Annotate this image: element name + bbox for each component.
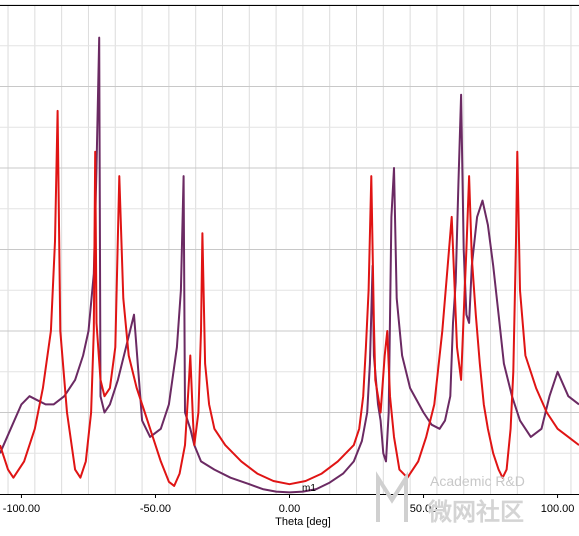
x-tick-label: -100.00 [3,503,40,515]
x-tick-label: 50.00 [410,503,438,515]
marker-label: m1 [302,483,316,494]
x-tick-label: 100.00 [541,503,575,515]
x-axis-label: Theta [deg] [275,516,331,528]
x-tick-label: -50.00 [140,503,171,515]
watermark-logo-icon [376,471,408,522]
series-layer [0,36,579,494]
series-line-2 [0,109,579,487]
watermark: Academic R&D 微网社区 [376,471,525,526]
x-tick-labels: -100.00 -50.00 0.00 50.00 100.00 [3,494,575,515]
x-tick-label: 0.00 [279,503,300,515]
watermark-line2: 微网社区 [427,498,524,526]
watermark-line1: Academic R&D [430,473,525,489]
